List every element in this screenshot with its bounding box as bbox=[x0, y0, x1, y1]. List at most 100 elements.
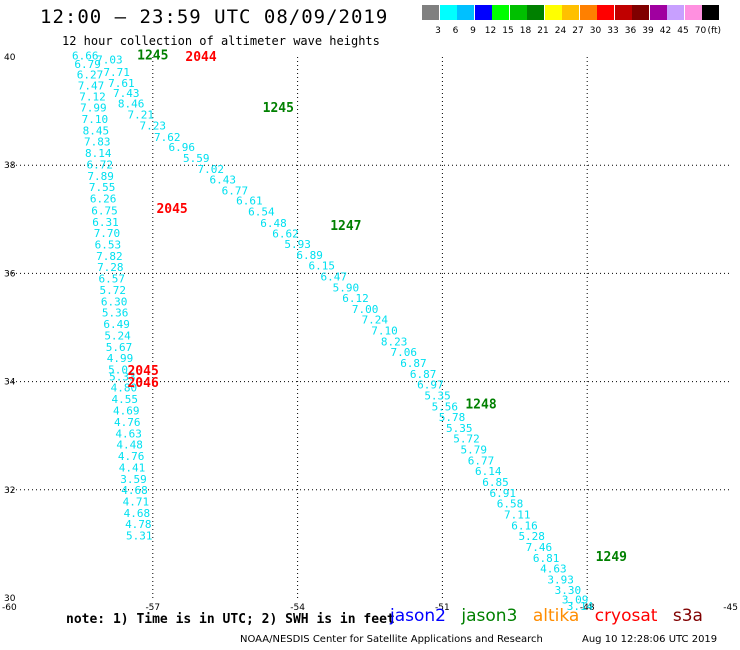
swh-value-label: 6.66 bbox=[72, 50, 99, 63]
chart-subtitle: 12 hour collection of altimeter wave hei… bbox=[62, 34, 380, 48]
swh-value-label: 7.23 bbox=[140, 119, 167, 132]
color-swatch-label: 9 bbox=[470, 26, 476, 36]
y-tick-label: 32 bbox=[4, 486, 15, 496]
swh-value-label: 7.10 bbox=[82, 113, 109, 126]
color-swatch-label: 30 bbox=[589, 26, 602, 36]
swh-value-label: 6.77 bbox=[468, 454, 495, 467]
color-swatch bbox=[544, 5, 562, 20]
axes: -60 -57 -54 -51 -48 -45 30 32 34 36 38 40 bbox=[2, 53, 738, 613]
swh-value-label: 6.81 bbox=[533, 552, 560, 565]
pass-time-label: 1245 bbox=[137, 49, 168, 64]
legend-jason2: jason2 bbox=[390, 606, 446, 626]
swh-value-label: 7.47 bbox=[78, 79, 105, 92]
chart-title: 12:00 – 23:59 UTC 08/09/2019 bbox=[40, 6, 389, 28]
color-swatch bbox=[649, 5, 667, 20]
swh-value-label: 3.14 bbox=[567, 600, 594, 613]
color-swatch bbox=[632, 5, 649, 20]
swh-value-label: 5.56 bbox=[432, 400, 459, 413]
swh-value-label: 7.62 bbox=[154, 131, 181, 144]
swh-value-label: 4.99 bbox=[107, 352, 134, 365]
swh-value-label: 6.16 bbox=[511, 519, 538, 532]
swh-value-label: 8.23 bbox=[381, 335, 408, 348]
swh-value-label: 5.72 bbox=[99, 284, 126, 297]
color-swatch bbox=[614, 5, 632, 20]
color-swatch-label: 39 bbox=[642, 26, 654, 36]
swh-value-label: 6.14 bbox=[475, 465, 502, 478]
swh-value-label: 5.59 bbox=[183, 152, 210, 165]
color-swatch-label: 12 bbox=[484, 26, 497, 36]
swh-value-label: 7.21 bbox=[127, 109, 154, 122]
color-swatch bbox=[474, 5, 492, 20]
swh-value-label: 6.96 bbox=[169, 141, 196, 154]
swh-value-label: 7.55 bbox=[89, 181, 116, 194]
swh-value-label: 7.89 bbox=[87, 170, 114, 183]
swh-value-label: 4.76 bbox=[114, 416, 141, 429]
swh-value-label: 3.93 bbox=[547, 573, 574, 586]
swh-value-label: 6.31 bbox=[92, 216, 119, 229]
swh-value-label: 4.41 bbox=[119, 461, 146, 474]
pass-time-label: 1247 bbox=[330, 219, 361, 234]
swh-value-label: 7.11 bbox=[504, 508, 531, 521]
swh-value-label: 5.02 bbox=[108, 363, 135, 376]
swh-value-label: 5.33 bbox=[109, 371, 136, 384]
y-tick-label: 34 bbox=[4, 378, 16, 388]
swh-value-label: 6.49 bbox=[103, 318, 130, 331]
swh-value-label: 5.72 bbox=[453, 433, 480, 446]
swh-value-label: 4.69 bbox=[113, 405, 140, 418]
y-tick-label: 38 bbox=[4, 161, 16, 171]
swh-value-label: 4.80 bbox=[111, 381, 138, 394]
swh-value-label: 6.77 bbox=[222, 184, 249, 197]
swh-value-label: 7.00 bbox=[352, 303, 379, 316]
color-swatch bbox=[457, 5, 474, 20]
swh-value-label: 7.03 bbox=[96, 53, 123, 66]
color-swatch-label: 24 bbox=[554, 26, 567, 36]
x-tick-label: -45 bbox=[723, 603, 738, 613]
swh-value-label: 7.02 bbox=[197, 163, 224, 176]
x-tick-label: -60 bbox=[2, 603, 17, 613]
swh-value-label: 7.70 bbox=[94, 227, 121, 240]
swh-value-label: 6.15 bbox=[308, 260, 335, 273]
swh-value-label: 6.61 bbox=[236, 195, 263, 208]
swh-value-label: 4.68 bbox=[121, 484, 148, 497]
credit-line: NOAA/NESDIS Center for Satellite Applica… bbox=[240, 634, 543, 645]
swh-value-label: 6.53 bbox=[95, 239, 122, 252]
color-swatch bbox=[684, 5, 702, 20]
swh-value-label: 6.48 bbox=[260, 217, 287, 230]
legend-cryosat: cryosat bbox=[594, 606, 658, 626]
swh-value-label: 7.12 bbox=[79, 90, 106, 103]
swh-value-label: 6.85 bbox=[482, 476, 509, 489]
swh-value-label: 6.72 bbox=[86, 158, 113, 171]
swh-value-label: 8.14 bbox=[85, 147, 112, 160]
x-tick-label: -57 bbox=[145, 603, 160, 613]
pass-time-label: 2046 bbox=[127, 376, 158, 391]
color-swatch bbox=[562, 5, 579, 20]
color-swatch-label: 27 bbox=[572, 26, 584, 36]
color-swatch-label: 45 bbox=[677, 26, 689, 36]
swh-value-label: 5.79 bbox=[461, 444, 488, 457]
x-tick-label: -54 bbox=[290, 603, 305, 613]
color-swatch bbox=[509, 5, 527, 20]
swh-value-label: 5.35 bbox=[424, 389, 451, 402]
swh-value-label: 4.63 bbox=[115, 427, 142, 440]
pass-time-label: 1248 bbox=[465, 398, 496, 413]
swh-value-label: 5.31 bbox=[126, 530, 153, 543]
swh-value-label: 7.82 bbox=[96, 250, 123, 263]
swh-value-label: 3.59 bbox=[120, 473, 147, 486]
swh-value-label: 6.62 bbox=[272, 228, 299, 241]
swh-value-label: 4.48 bbox=[116, 439, 143, 452]
color-swatch-label: 33 bbox=[607, 26, 619, 36]
generation-timestamp: Aug 10 12:28:06 UTC 2019 bbox=[582, 634, 718, 645]
swh-value-label: 6.89 bbox=[296, 249, 323, 262]
swh-value-label: 6.79 bbox=[74, 58, 101, 71]
color-swatch bbox=[422, 5, 439, 20]
pass-time-label: 2045 bbox=[156, 202, 187, 217]
legend-s3a: s3a bbox=[672, 606, 703, 626]
swh-value-label: 4.63 bbox=[540, 563, 567, 576]
y-tick-label: 30 bbox=[4, 594, 16, 604]
swh-value-label: 6.87 bbox=[410, 368, 437, 381]
swh-value-label: 5.78 bbox=[439, 411, 466, 424]
x-tick-label: -51 bbox=[435, 603, 450, 613]
swh-value-label: 7.83 bbox=[84, 136, 111, 149]
color-swatch-label: 70 bbox=[694, 26, 707, 36]
swh-value-label: 6.12 bbox=[342, 292, 369, 305]
